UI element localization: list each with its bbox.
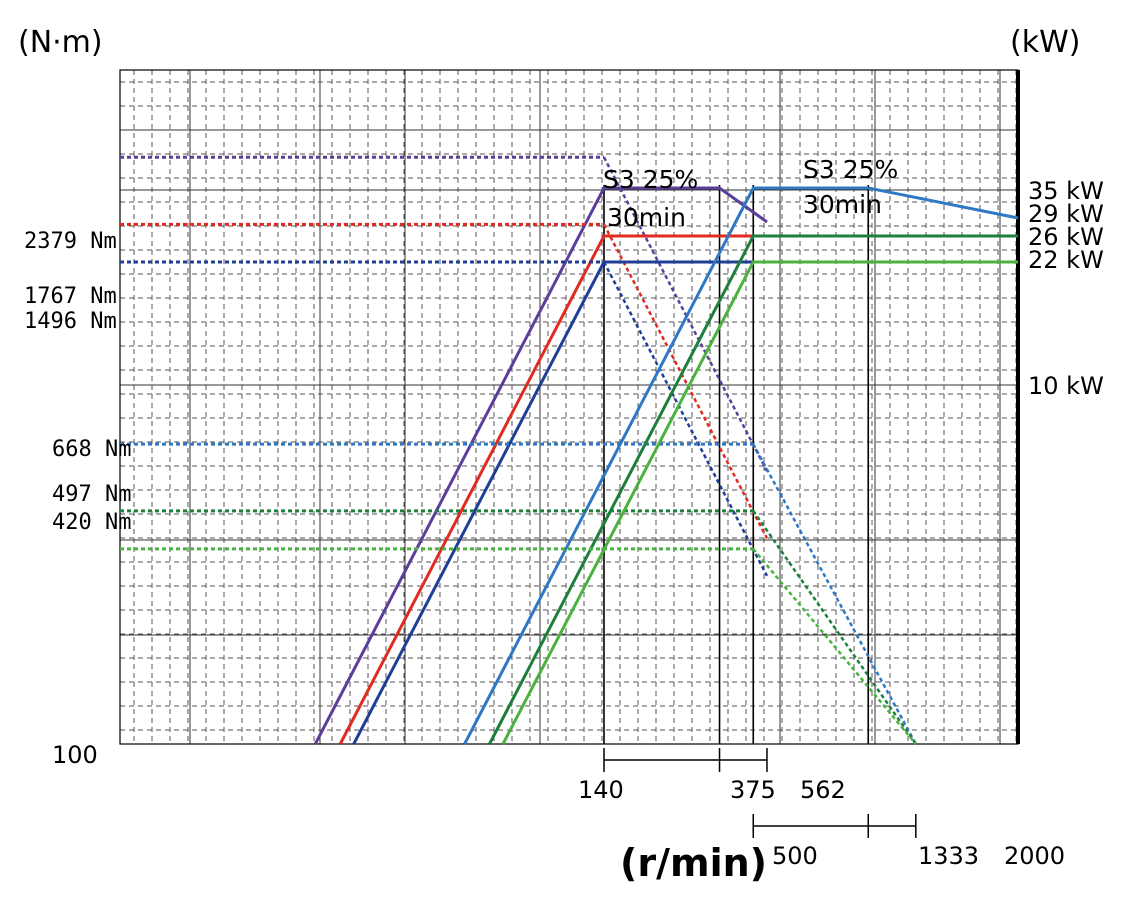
torque-label: 497 Nm (52, 482, 131, 507)
torque-falloff-line (602, 223, 769, 539)
power-label: 35 kW (1028, 177, 1104, 205)
annotation-line2: 30min (803, 190, 882, 219)
power-curve (488, 234, 1018, 745)
speed-tick-label: 2000 (1004, 842, 1065, 870)
power-label: 29 kW (1028, 200, 1104, 228)
torque-label: 420 Nm (52, 510, 131, 535)
torque-label: 668 Nm (52, 437, 131, 462)
power-curve (463, 186, 1019, 745)
y2-axis-unit: (kW) (1010, 25, 1080, 60)
torque-falloff-line (752, 443, 917, 745)
torque-falloff-line (752, 548, 917, 745)
speed-tick-label: 500 (772, 842, 818, 870)
curves (120, 155, 1019, 745)
power-label: 26 kW (1028, 223, 1104, 251)
power-curve (352, 260, 1018, 745)
annotation-line2: 30min (607, 203, 686, 232)
speed-tick-label: 562 (800, 776, 846, 804)
speed-tick-label: 1333 (918, 842, 979, 870)
x-axis-title: (r/min) (620, 841, 767, 885)
torque-falloff-line (602, 261, 769, 577)
speed-tick-label: 140 (578, 776, 624, 804)
speed-tick-label: 375 (730, 776, 776, 804)
grid (119, 69, 1020, 838)
torque-label: 1496 Nm (24, 309, 117, 334)
power-label: 22 kW (1028, 246, 1104, 274)
annotation-line1: S3 25% (603, 165, 698, 194)
torque-label: 1767 Nm (24, 284, 117, 309)
torque-falloff-line (752, 510, 917, 745)
torque-falloff-line (602, 156, 769, 472)
annotation-line1: S3 25% (803, 155, 898, 184)
y-axis-unit: (N·m) (18, 25, 103, 60)
y-axis-min-label: 100 (52, 741, 98, 769)
labels: (N·m) (kW) 100 (r/min) 2379 Nm 1767 Nm 1… (18, 25, 1104, 885)
power-label: 10 kW (1028, 372, 1104, 400)
power-curve (501, 260, 1018, 745)
torque-label: 2379 Nm (24, 229, 117, 254)
